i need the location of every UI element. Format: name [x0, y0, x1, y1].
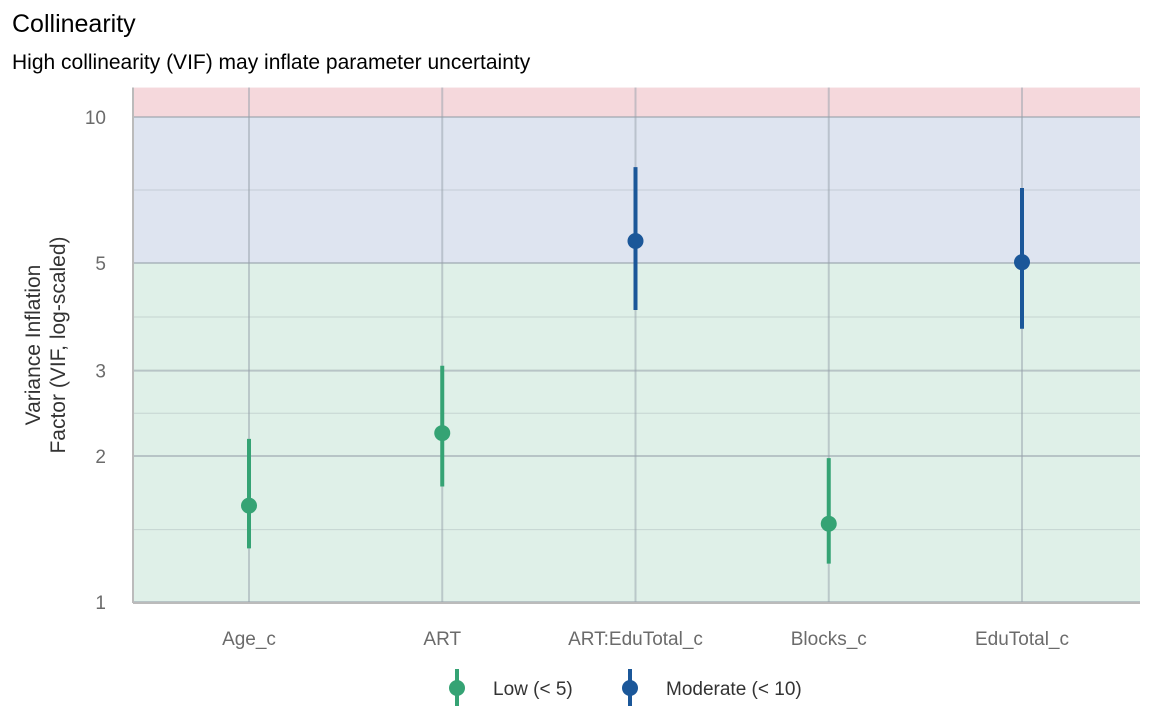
- point-Age_c: [241, 497, 257, 514]
- y-tick-label: 10: [85, 108, 106, 129]
- legend: Low (< 5) Moderate (< 10): [449, 669, 802, 706]
- y-tick-label: 1: [95, 593, 106, 614]
- x-tick-label: ART: [423, 629, 461, 650]
- y-axis-label-line2: Factor (VIF, log-scaled): [47, 236, 70, 453]
- point-Blocks_c: [820, 515, 837, 532]
- chart-title: Collinearity: [12, 10, 136, 38]
- point-ART:EduTotal_c: [627, 233, 644, 250]
- x-tick-label: Age_c: [222, 629, 276, 650]
- legend-key-point: [449, 680, 465, 696]
- point-ART: [434, 425, 451, 442]
- legend-label: Moderate (< 10): [666, 679, 802, 700]
- y-tick-label: 2: [95, 447, 106, 468]
- y-axis-label-line1: Variance Inflation: [22, 265, 45, 426]
- chart-subtitle: High collinearity (VIF) may inflate para…: [12, 51, 531, 74]
- point-EduTotal_c: [1014, 254, 1030, 271]
- y-tick-label: 3: [95, 362, 106, 383]
- y-tick-label: 5: [95, 254, 106, 275]
- legend-label: Low (< 5): [493, 679, 573, 700]
- x-tick-label: Blocks_c: [791, 629, 867, 650]
- x-tick-label: EduTotal_c: [975, 629, 1069, 650]
- x-tick-label: ART:EduTotal_c: [568, 629, 703, 650]
- legend-key-point: [622, 680, 638, 696]
